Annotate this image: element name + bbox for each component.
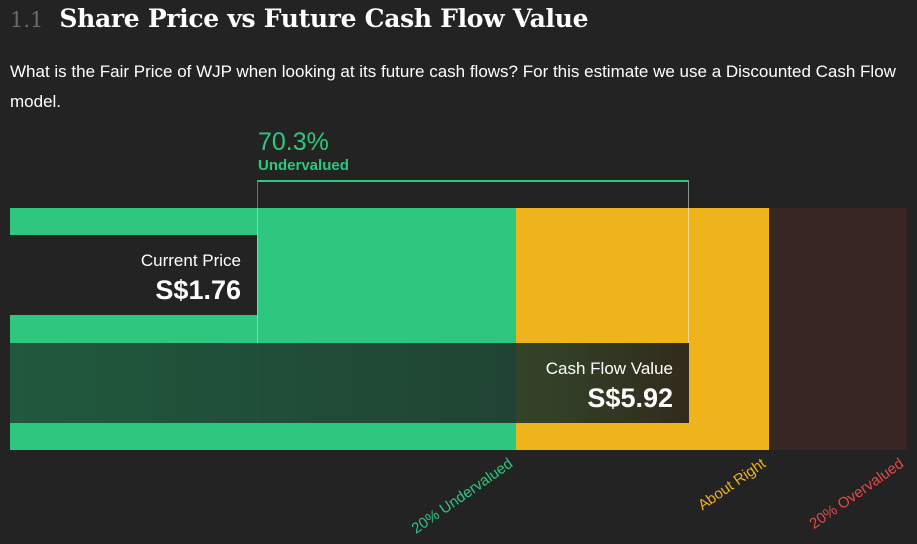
cash-flow-value-amount: S$5.92 xyxy=(587,383,673,413)
current-price-label: Current Price xyxy=(140,251,241,270)
header: 1.1 Share Price vs Future Cash Flow Valu… xyxy=(10,4,588,36)
section-title: Share Price vs Future Cash Flow Value xyxy=(59,4,589,33)
current-price-value: S$1.76 xyxy=(155,275,241,305)
zone-overvalued-band xyxy=(768,208,907,450)
zone-label-overvalued: 20% Overvalued xyxy=(806,455,907,533)
current-price-bar: Current Price S$1.76 xyxy=(10,235,257,315)
zone-label-undervalued: 20% Undervalued xyxy=(408,455,516,538)
section-description: What is the Fair Price of WJP when looki… xyxy=(10,62,896,111)
zone-label-about-right: About Right xyxy=(694,455,769,514)
discount-bracket xyxy=(257,180,689,422)
discount-status: Undervalued xyxy=(258,157,349,174)
discount-percent: 70.3% xyxy=(258,128,329,156)
cash-flow-value-bar: Cash Flow Value S$5.92 xyxy=(10,343,689,423)
cash-flow-value-label: Cash Flow Value xyxy=(545,359,673,378)
section-number: 1.1 xyxy=(10,8,44,32)
